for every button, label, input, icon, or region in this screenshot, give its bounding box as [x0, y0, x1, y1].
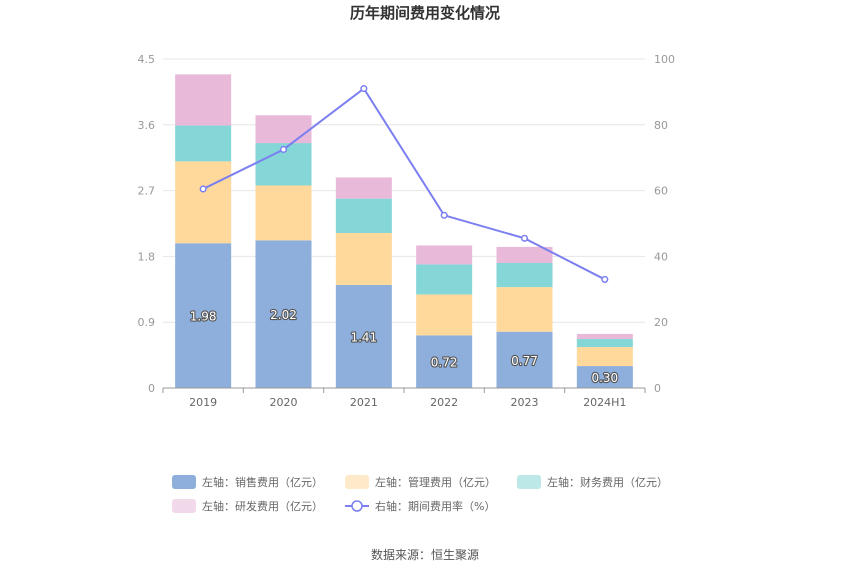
bar-segment: [576, 347, 633, 367]
bar-segment: [576, 339, 633, 348]
bar-segment: [175, 161, 232, 244]
x-tick-label: 2021: [350, 396, 378, 409]
rate-point: [440, 211, 448, 219]
left-tick-label: 2.7: [138, 185, 156, 198]
rate-point: [199, 185, 207, 193]
bar-value-label: 1.98: [190, 310, 217, 324]
legend-marker: [351, 500, 363, 512]
bar-segment: [416, 264, 473, 295]
rate-point: [601, 275, 609, 283]
rate-point: [279, 145, 288, 154]
left-tick-label: 3.6: [138, 119, 156, 132]
left-tick-label: 0.9: [138, 316, 156, 329]
left-axis: 0 0.9 1.8 2.7 3.6 4.5: [138, 53, 156, 395]
x-tick-label: 2019: [189, 396, 217, 409]
rate-point: [520, 234, 529, 242]
bars: [175, 74, 633, 388]
bar-segment: [175, 125, 232, 162]
bar-segment: [255, 185, 312, 241]
right-tick-label: 100: [654, 53, 675, 66]
left-tick-label: 0: [148, 382, 155, 395]
right-tick-label: 20: [654, 316, 668, 329]
bar-segment: [335, 177, 392, 199]
legend-label: 左轴：研发费用（亿元）: [202, 499, 323, 513]
x-tick-label: 2022: [430, 396, 458, 409]
bar-segment: [175, 243, 232, 388]
rate-line-path: [202, 87, 606, 281]
legend-swatch: [345, 475, 369, 489]
bar-segment: [335, 198, 392, 234]
bar-segment: [496, 287, 553, 332]
bar-value-label: 0.77: [511, 354, 538, 368]
rate-line: [199, 85, 609, 283]
legend-label: 左轴：销售费用（亿元）: [202, 475, 323, 489]
bar-segment: [576, 366, 633, 388]
bar-segment: [416, 245, 473, 265]
source-note: 数据来源：恒生聚源: [371, 547, 479, 562]
bar-value-label: 0.72: [431, 356, 458, 370]
gridlines: [163, 58, 645, 323]
bar-segment: [576, 333, 633, 340]
chart-title: 历年期间费用变化情况: [350, 4, 500, 22]
bar-segment: [255, 115, 312, 144]
legend-label: 左轴：财务费用（亿元）: [547, 475, 668, 489]
rate-point: [360, 85, 368, 93]
legend-swatch: [172, 499, 196, 513]
bar-value-label: 2.02: [270, 308, 297, 322]
right-tick-label: 40: [654, 250, 668, 263]
legend-swatch: [517, 475, 541, 489]
legend-swatch: [172, 475, 196, 489]
right-axis: 0 20 40 60 80 100: [654, 53, 675, 395]
bar-segment: [416, 294, 473, 336]
bar-value-label: 0.30: [591, 371, 618, 385]
right-tick-label: 60: [654, 185, 668, 198]
right-tick-label: 0: [654, 382, 661, 395]
bar-segment: [335, 284, 392, 388]
bar-segment: [496, 331, 553, 388]
bar-segment: [496, 262, 553, 288]
x-tick-label: 2023: [511, 396, 539, 409]
x-axis: 2019 2020 2021 2022 2023 2024H1: [162, 387, 646, 409]
right-tick-label: 80: [654, 119, 668, 132]
bar-segment: [175, 74, 232, 126]
bar-value-label: 1.41: [350, 330, 377, 344]
legend-label: 右轴：期间费用率（%）: [375, 499, 495, 513]
bar-segment: [255, 240, 312, 388]
legend-label: 左轴：管理费用（亿元）: [375, 475, 496, 489]
bar-segment: [496, 246, 553, 263]
bar-segment: [416, 335, 473, 388]
x-tick-label: 2020: [270, 396, 298, 409]
x-tick-label: 2024H1: [583, 396, 626, 409]
data-labels: 1.98 2.02 1.41 0.72 0.77 0.30: [189, 307, 620, 386]
bar-segment: [335, 233, 392, 285]
legend: 左轴：销售费用（亿元） 左轴：管理费用（亿元） 左轴：财务费用（亿元） 左轴：研发费用…: [172, 475, 668, 513]
left-tick-label: 1.8: [138, 250, 156, 263]
left-tick-label: 4.5: [138, 53, 156, 66]
